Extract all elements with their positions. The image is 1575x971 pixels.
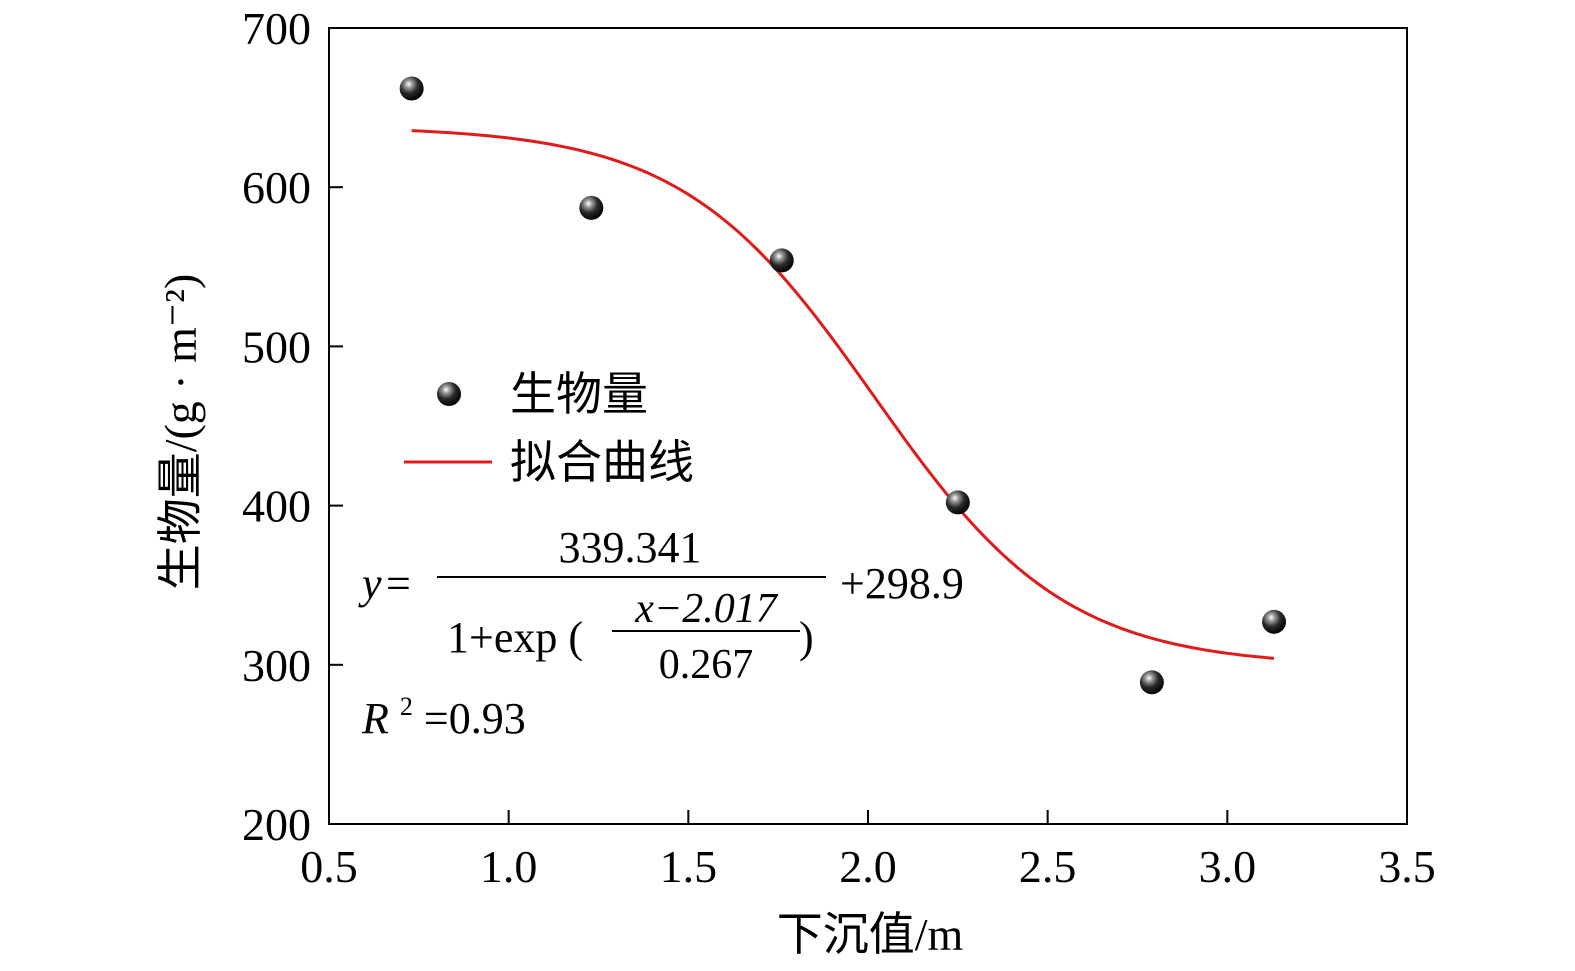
equation-denominator-suffix: ) xyxy=(799,613,814,662)
fit-curve xyxy=(411,129,1275,660)
data-point xyxy=(399,76,424,101)
r-squared: R 2 =0.93 xyxy=(361,676,526,743)
y-tick-label: 500 xyxy=(242,321,311,372)
r-squared-exponent: 2 xyxy=(400,692,413,721)
y-tick-label: 200 xyxy=(242,799,311,850)
data-point xyxy=(1139,670,1164,695)
data-point xyxy=(945,490,970,515)
x-tick-label: 2.0 xyxy=(839,841,897,892)
legend-label-biomass: 生物量 xyxy=(510,369,648,420)
data-point xyxy=(1262,609,1287,634)
equation-equals: = xyxy=(386,559,411,608)
legend-label-fit: 拟合曲线 xyxy=(510,437,694,488)
equation-offset: +298.9 xyxy=(840,559,964,608)
x-axis-label: 下沉值/m xyxy=(777,909,964,960)
y-tick-label: 700 xyxy=(242,3,311,54)
equation-numerator: 339.341 xyxy=(559,523,702,572)
x-tick-labels: 0.5 1.0 1.5 2.0 2.5 3.0 3.5 xyxy=(300,841,1436,892)
y-tick-label: 300 xyxy=(242,640,311,691)
legend-marker-biomass xyxy=(437,382,461,406)
equation-y: y xyxy=(358,559,382,608)
y-tick-label: 600 xyxy=(242,162,311,213)
y-axis-label: 生物量/(g · m⁻²) xyxy=(155,274,206,591)
equation-inner-denominator: 0.267 xyxy=(659,642,754,688)
x-tick-label: 3.5 xyxy=(1378,841,1436,892)
y-tick-label: 400 xyxy=(242,481,311,532)
legend: 生物量 拟合曲线 xyxy=(404,369,694,488)
x-tick-label: 1.0 xyxy=(480,841,538,892)
x-tick-label: 3.0 xyxy=(1199,841,1257,892)
x-tick-label: 2.5 xyxy=(1019,841,1077,892)
x-tick-label: 0.5 xyxy=(300,841,358,892)
data-point xyxy=(769,248,794,273)
equation-denominator-prefix: 1+exp ( xyxy=(447,613,583,662)
r-squared-value: =0.93 xyxy=(424,694,526,743)
x-tick-label: 1.5 xyxy=(660,841,718,892)
equation-inner-numerator: x−2.017 xyxy=(634,586,778,632)
scatter-points xyxy=(399,76,1287,695)
axis-ticks xyxy=(328,27,1408,825)
r-squared-symbol: R xyxy=(361,694,389,743)
fit-equation: y = 339.341 1+exp ( x−2.017 0.267 ) +298… xyxy=(358,523,964,743)
data-point xyxy=(579,195,604,220)
y-tick-labels: 200 300 400 500 600 700 xyxy=(242,3,311,850)
